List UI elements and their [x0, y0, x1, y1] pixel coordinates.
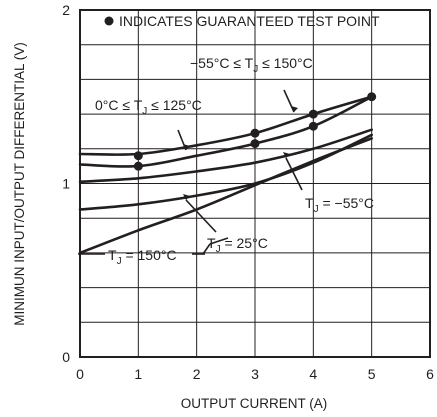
x-axis-title: OUTPUT CURRENT (A)	[181, 396, 328, 411]
test-points	[133, 92, 377, 171]
series-label-subscript: J	[142, 106, 147, 117]
annotation-leader	[202, 243, 211, 255]
annotation-arrowhead	[283, 152, 290, 158]
series-label-part: = 150°C	[122, 247, 177, 263]
test-point	[250, 128, 260, 138]
series-label: 0°C ≤ TJ ≤ 125°C	[95, 97, 202, 117]
series-label-part: = 25°C	[221, 235, 268, 251]
x-tick-label: 3	[251, 366, 259, 382]
series-label-subscript: J	[117, 256, 122, 267]
y-axis-title: MINIMUN INPUT/OUTPUT DIFFERENTIAL (V)	[12, 42, 27, 326]
series-label: TJ = 150°C	[108, 247, 177, 267]
annotation-arrowhead	[183, 194, 190, 200]
series-label-part: T	[305, 195, 314, 211]
series-line	[78, 95, 373, 156]
test-point	[133, 151, 143, 161]
legend-label: INDICATES GUARANTEED TEST POINT	[119, 13, 380, 29]
y-tick-label: 2	[62, 2, 70, 18]
annotations: −55°C ≤ TJ ≤ 150°C0°C ≤ TJ ≤ 125°CTJ = −…	[95, 55, 374, 267]
annotation-leader	[285, 157, 303, 191]
tick-labels: 0 1 2 3 4 5 6 0 1 2	[62, 2, 434, 382]
series-label-subscript: J	[314, 204, 319, 215]
legend: INDICATES GUARANTEED TEST POINT	[104, 13, 380, 29]
series-label-part: T	[108, 247, 117, 263]
annotation-leader	[185, 199, 217, 233]
series-label-part: = −55°C	[319, 195, 374, 211]
grid	[80, 10, 430, 357]
y-tick-label: 1	[62, 176, 70, 192]
series-label-part: −55°C ≤ T	[190, 55, 254, 71]
y-tick-label: 0	[62, 349, 70, 365]
series-label: −55°C ≤ TJ ≤ 150°C	[190, 55, 313, 75]
x-tick-label: 5	[368, 366, 376, 382]
series-label-part: ≤ 150°C	[258, 55, 313, 71]
series-label: TJ = 25°C	[207, 235, 268, 255]
series-label-part: T	[207, 235, 216, 251]
test-point	[250, 139, 260, 149]
series-line	[78, 137, 373, 255]
plot-border	[79, 9, 431, 358]
leaders	[78, 89, 303, 255]
annotation-leader	[209, 237, 229, 245]
legend-marker	[104, 16, 114, 26]
x-tick-label: 4	[309, 366, 317, 382]
test-point	[133, 161, 143, 171]
series-label: TJ = −55°C	[305, 195, 374, 215]
annotation-arrowhead	[291, 106, 298, 112]
x-tick-label: 6	[426, 366, 434, 382]
x-tick-label: 2	[193, 366, 201, 382]
series-label-part: 0°C ≤ T	[95, 97, 143, 113]
curves	[78, 95, 373, 255]
series-label-part: ≤ 125°C	[147, 97, 202, 113]
x-tick-label: 1	[134, 366, 142, 382]
plot-frame	[79, 9, 431, 358]
series-label-subscript: J	[216, 244, 221, 255]
x-tick-label: 0	[76, 366, 84, 382]
annotation-arrowhead	[183, 144, 190, 150]
test-point	[308, 109, 318, 119]
series-line	[78, 128, 373, 184]
series-label-subscript: J	[253, 64, 258, 75]
test-point	[308, 121, 318, 131]
test-point	[367, 92, 377, 102]
